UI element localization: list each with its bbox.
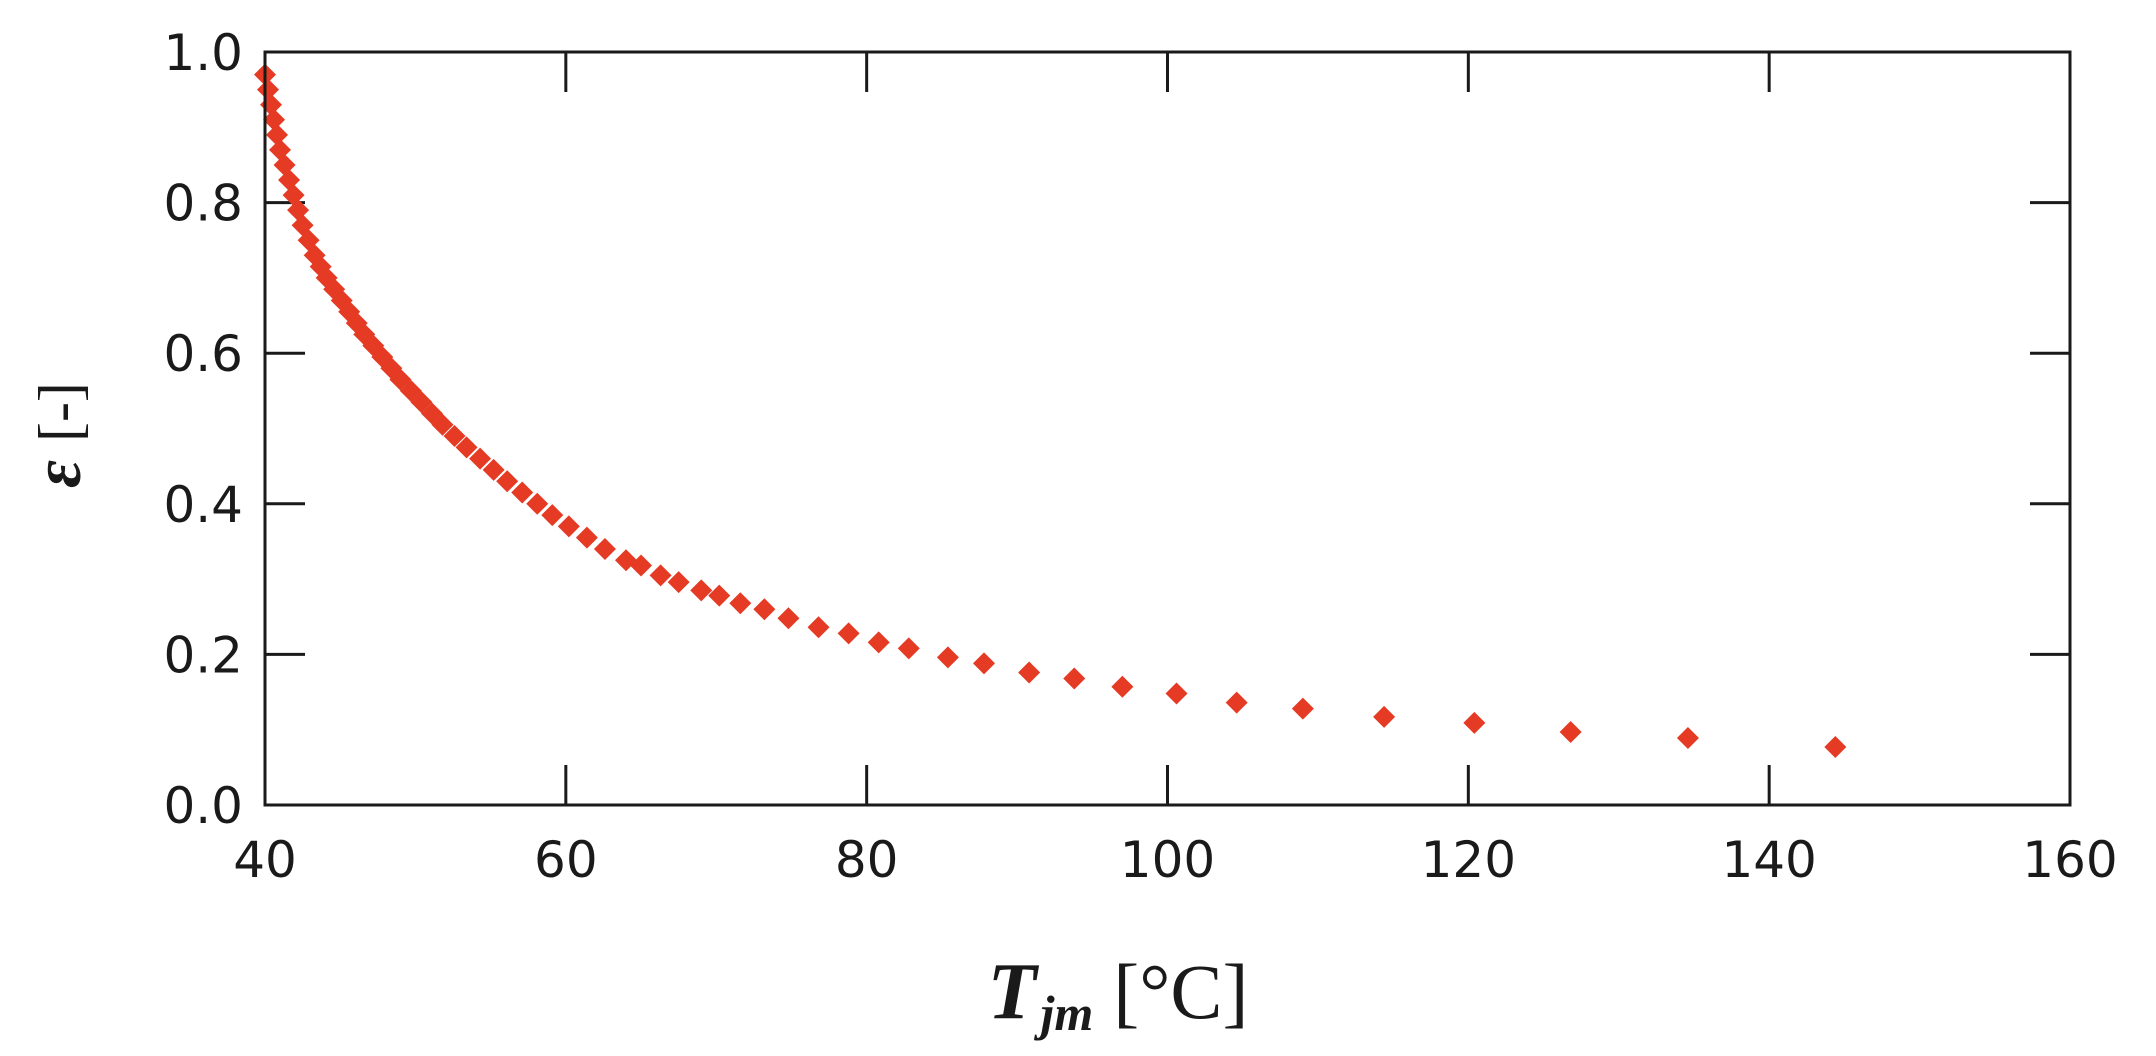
data-point-marker bbox=[482, 458, 505, 481]
data-point-marker bbox=[897, 637, 920, 660]
y-axis-label: ε [-] bbox=[19, 382, 95, 488]
x-axis-unit: [°C] bbox=[1113, 948, 1248, 1035]
plot-area-frame bbox=[263, 50, 2072, 807]
x-tick-label: 40 bbox=[233, 831, 297, 889]
data-point-marker bbox=[443, 425, 466, 448]
data-point-marker bbox=[526, 492, 549, 515]
data-point-marker bbox=[1291, 697, 1314, 720]
x-axis-symbol: T bbox=[988, 948, 1040, 1036]
data-point-marker bbox=[469, 447, 492, 470]
data-point-marker bbox=[541, 504, 564, 527]
y-tick-label: 0.4 bbox=[163, 476, 243, 534]
data-point-marker bbox=[867, 631, 890, 654]
data-point-marker bbox=[807, 616, 830, 639]
data-point-marker bbox=[837, 622, 860, 645]
data-point-marker bbox=[1373, 705, 1396, 728]
data-point-marker bbox=[630, 554, 653, 577]
data-point-marker bbox=[1676, 726, 1699, 749]
data-point-marker bbox=[1463, 711, 1486, 734]
y-tick-label: 0.8 bbox=[163, 175, 243, 233]
x-tick-label: 80 bbox=[835, 831, 899, 889]
axis-ticks bbox=[265, 52, 2070, 805]
y-tick-label: 1.0 bbox=[163, 24, 243, 82]
y-axis-unit: [-] bbox=[27, 382, 93, 442]
y-tick-label: 0.0 bbox=[163, 777, 243, 835]
x-axis-label: T jm [°C] bbox=[988, 948, 1249, 1041]
data-point-marker bbox=[753, 598, 776, 621]
data-point-marker bbox=[1018, 661, 1041, 684]
data-point-marker bbox=[1225, 691, 1248, 714]
data-points bbox=[254, 63, 1847, 759]
data-point-marker bbox=[1559, 720, 1582, 743]
data-point-marker bbox=[972, 652, 995, 675]
x-tick-label: 100 bbox=[1120, 831, 1215, 889]
data-point-marker bbox=[936, 646, 959, 669]
data-point-marker bbox=[777, 607, 800, 630]
data-point-marker bbox=[431, 413, 454, 436]
data-point-marker bbox=[266, 123, 289, 146]
x-axis-subscript: jm bbox=[1033, 985, 1093, 1041]
x-tick-label: 60 bbox=[534, 831, 598, 889]
data-point-marker bbox=[667, 571, 690, 594]
data-point-marker bbox=[263, 108, 286, 131]
y-tick-label: 0.2 bbox=[163, 626, 243, 684]
data-point-marker bbox=[690, 579, 713, 602]
data-point-marker bbox=[557, 515, 580, 538]
x-tick-label: 140 bbox=[1721, 831, 1816, 889]
data-point-marker bbox=[1111, 675, 1134, 698]
data-point-marker bbox=[1063, 667, 1086, 690]
x-tick-label: 120 bbox=[1421, 831, 1516, 889]
data-point-marker bbox=[729, 592, 752, 615]
x-tick-label: 160 bbox=[2022, 831, 2117, 889]
data-point-marker bbox=[1824, 736, 1847, 759]
y-tick-label: 0.6 bbox=[163, 325, 243, 383]
data-point-marker bbox=[575, 526, 598, 549]
data-point-marker bbox=[649, 564, 672, 587]
data-point-marker bbox=[496, 470, 519, 493]
tick-labels: 40 60 80 100 120 140 160 0.0 0.2 0.4 0.6 0.8 1.0 bbox=[163, 24, 2117, 889]
data-point-marker bbox=[1165, 682, 1188, 705]
data-point-marker bbox=[511, 481, 534, 504]
data-point-marker bbox=[593, 537, 616, 560]
data-point-marker bbox=[257, 78, 280, 101]
y-axis-symbol: ε bbox=[19, 460, 95, 488]
data-point-marker bbox=[708, 584, 731, 607]
data-point-marker bbox=[455, 436, 478, 459]
